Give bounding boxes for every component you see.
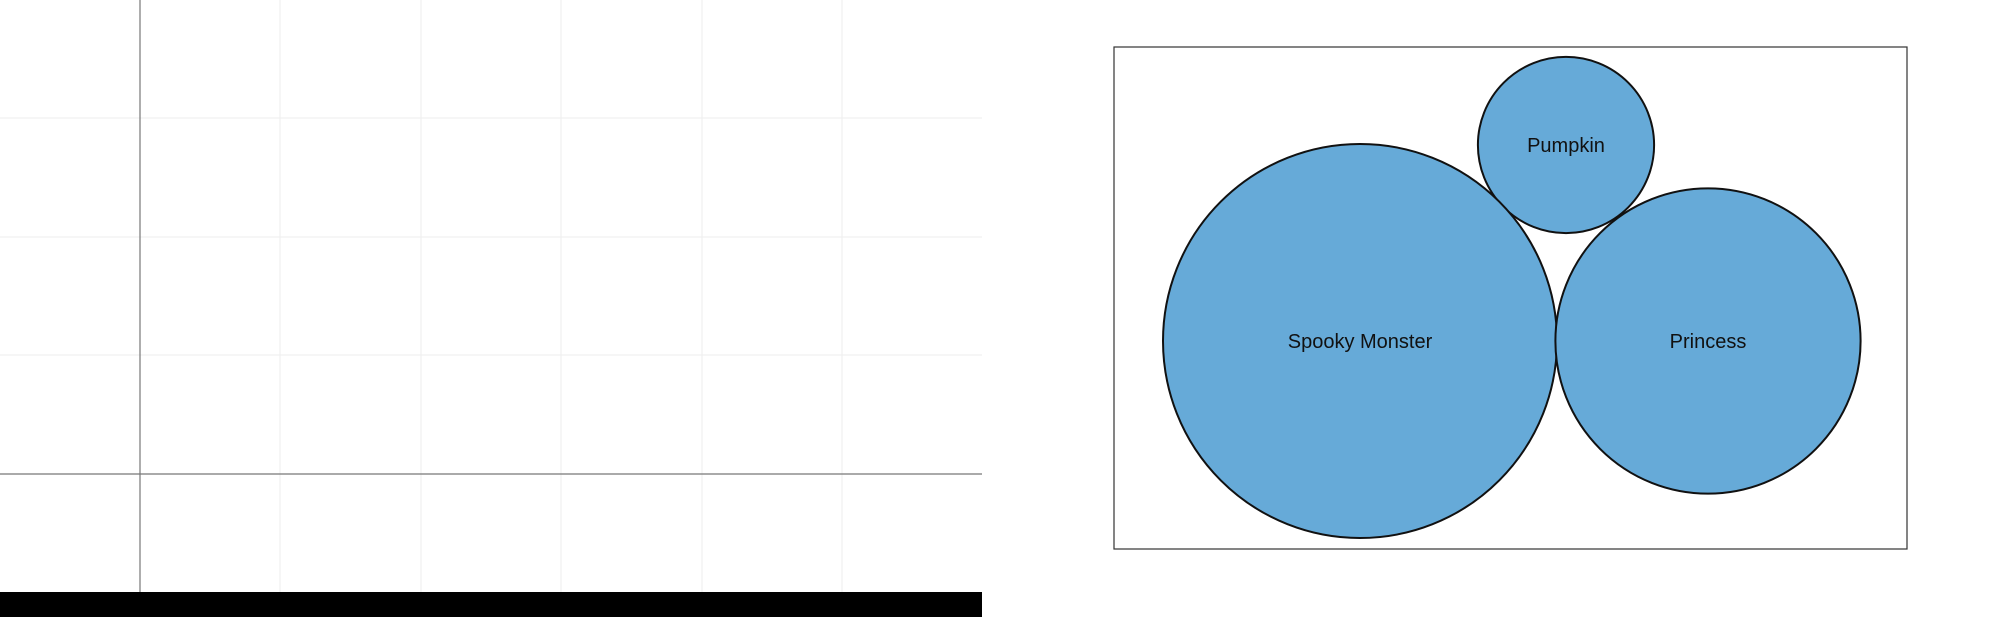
bubble-label: Princess: [1670, 331, 1747, 353]
grid-chart: [0, 0, 982, 617]
bubble-label: Spooky Monster: [1288, 331, 1433, 353]
bottom-bar: [0, 592, 982, 617]
bubble: [1554, 187, 1862, 495]
bubble-chart: Pumpkin Spooky Monster Princess: [1113, 46, 1908, 550]
bubble-label: Pumpkin: [1527, 135, 1605, 157]
bubbles: Pumpkin Spooky Monster Princess: [1162, 55, 1862, 539]
grid-lines: [0, 0, 982, 592]
bubble: [1476, 55, 1656, 235]
